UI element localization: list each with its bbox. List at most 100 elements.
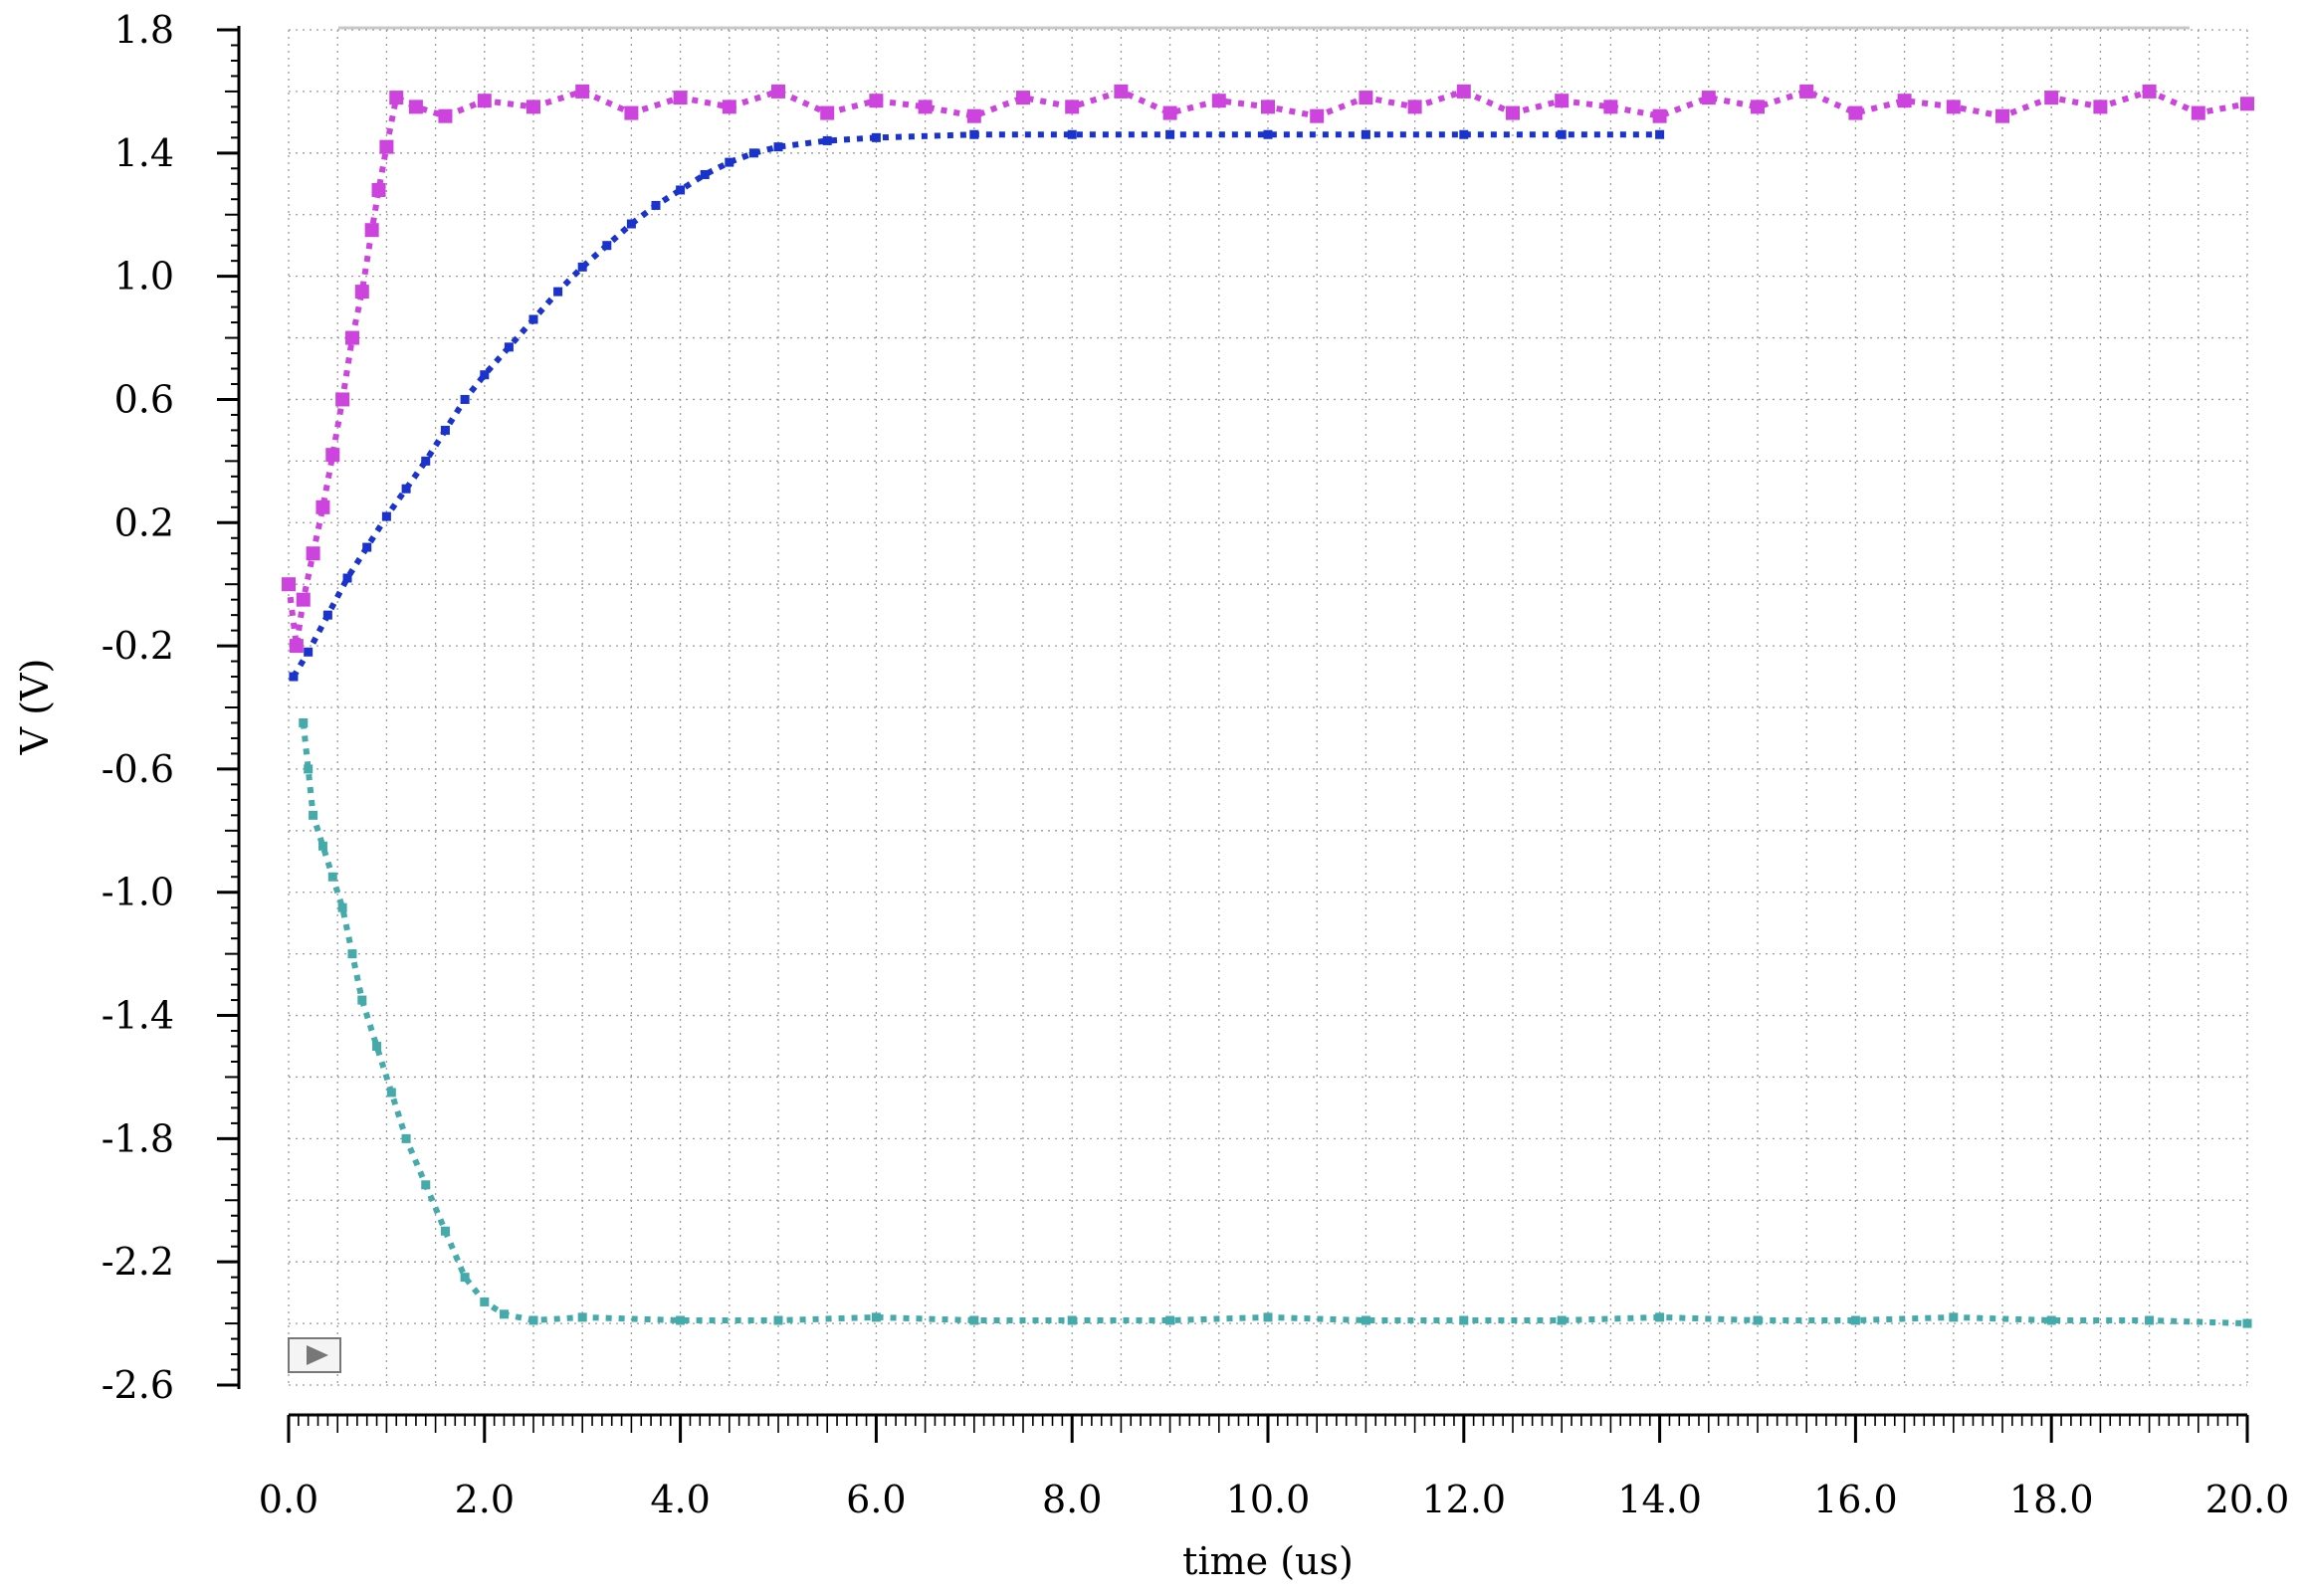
data-point [2142,84,2157,99]
data-point [1655,1312,1665,1322]
data-point [624,105,639,120]
data-point [2242,1318,2252,1328]
data-point [1211,94,1226,108]
y-axis-label: V (V) [13,659,57,756]
x-tick-label: 14.0 [1617,1478,1702,1521]
y-tick-label: 1.4 [114,131,174,175]
data-point [966,108,981,123]
data-point [315,499,330,514]
legend-toggle-button[interactable] [288,1337,341,1373]
data-point [1361,1315,1370,1325]
data-point [480,370,490,380]
data-point [822,135,832,145]
data-point [2240,97,2254,111]
data-point [289,639,304,654]
data-point [626,219,636,229]
data-point [528,314,538,324]
data-point [289,672,299,682]
data-point [306,546,320,561]
data-point [440,1226,450,1236]
series-line [286,88,2248,647]
x-tick-label: 8.0 [1042,1478,1102,1521]
data-point [871,132,881,142]
data-point [354,285,369,299]
data-point [1162,105,1177,120]
data-point [371,182,386,197]
x-tick-label: 10.0 [1226,1478,1311,1521]
data-point [577,1312,587,1322]
data-point [773,1315,783,1325]
data-point [317,841,327,851]
data-point [344,330,359,345]
x-tick-label: 6.0 [846,1478,906,1521]
y-tick-label: -0.2 [102,624,174,668]
data-point [421,1180,431,1190]
x-tick-label: 12.0 [1421,1478,1506,1521]
data-point [1067,1315,1077,1325]
data-point [748,148,758,158]
data-point [1065,100,1080,114]
data-point [651,200,661,210]
data-point [1555,94,1570,108]
data-point [2046,1315,2056,1325]
data-point [1557,1315,1567,1325]
data-point [773,142,783,152]
data-point [322,610,332,620]
data-point [1603,100,1618,114]
y-tick-label: 0.2 [114,500,174,544]
data-point [918,100,933,114]
data-point [309,810,318,820]
data-point [1949,1312,1959,1322]
x-tick-label: 2.0 [455,1478,515,1521]
data-point [347,949,357,959]
data-point [673,91,688,105]
data-point [1995,108,2009,123]
data-point [460,1273,470,1283]
data-point [480,1297,490,1306]
data-point [1261,100,1275,114]
y-tick-label: -2.2 [102,1240,174,1284]
data-point [304,647,314,657]
data-point [1114,84,1129,99]
data-point [364,223,379,238]
series-line [291,131,1660,679]
data-point [2191,105,2205,120]
y-tick-label: -1.8 [102,1116,174,1160]
data-point [1751,100,1765,114]
data-point [969,129,979,139]
y-tick-label: 1.0 [114,255,174,299]
data-point [1848,105,1863,120]
data-point [460,394,470,404]
data-point [1655,129,1665,139]
axes: 1.8 1.4 1.0 0.6 0.2 -0.2 -0.6 -1.0 -1.4 -1.8 -2.2 -… [102,8,2290,1521]
y-tick-label: -2.6 [102,1363,174,1407]
y-tick-label: -1.4 [102,994,174,1038]
x-tick-label: 16.0 [1813,1478,1898,1521]
x-tick-label: 4.0 [650,1478,710,1521]
data-point [477,94,492,108]
data-point [357,995,367,1005]
data-point [820,105,835,120]
y-tick-label: 1.8 [114,8,174,52]
data-point [337,902,347,912]
data-point [1310,108,1325,123]
data-point [526,100,540,114]
data-point [1753,1315,1763,1325]
data-point [1263,1312,1273,1322]
data-point [1506,105,1520,120]
data-point [969,1315,979,1325]
data-point [700,169,710,179]
data-point [401,1133,411,1143]
data-point [553,287,563,297]
data-point [1359,91,1373,105]
data-point [408,100,423,114]
data-point [1652,108,1667,123]
series-3 [299,717,2252,1328]
data-point [1361,129,1370,139]
data-point [1701,91,1716,105]
x-tick-label: 18.0 [2009,1478,2094,1521]
data-point [2093,100,2108,114]
data-point [372,1042,382,1051]
play-icon [307,1345,328,1365]
